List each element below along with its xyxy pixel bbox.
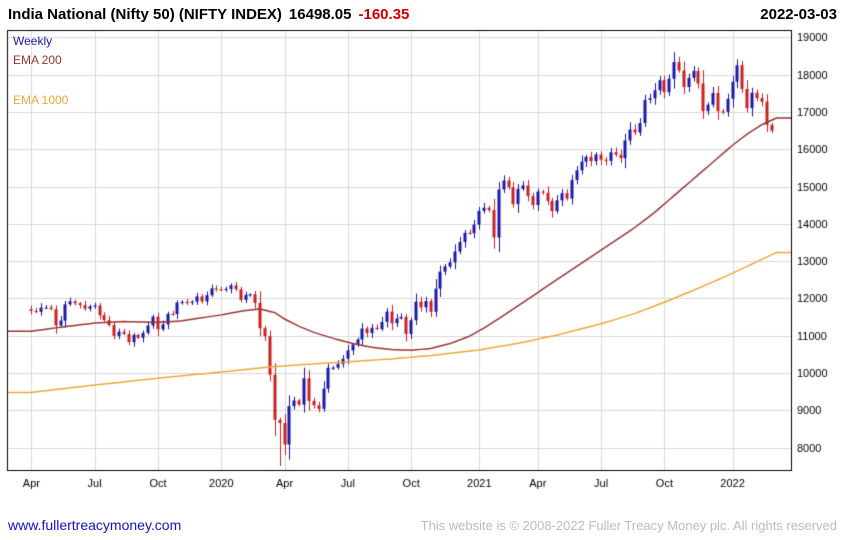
chart-date: 2022-03-03: [760, 6, 837, 23]
price-change: -160.35: [358, 6, 410, 23]
legend-ema1000-label: EMA 1000: [13, 93, 69, 107]
instrument-title: India National (Nifty 50) (NIFTY INDEX): [8, 6, 282, 23]
chart-header: India National (Nifty 50) (NIFTY INDEX) …: [8, 6, 837, 23]
price-chart: [0, 28, 845, 506]
copyright-text: This website is © 2008-2022 Fuller Treac…: [420, 518, 837, 533]
legend-weekly-label: Weekly: [13, 34, 53, 48]
website-link[interactable]: www.fullertreacymoney.com: [8, 517, 182, 533]
legend-ema200-label: EMA 200: [13, 53, 62, 67]
last-price: 16498.05: [288, 6, 352, 23]
